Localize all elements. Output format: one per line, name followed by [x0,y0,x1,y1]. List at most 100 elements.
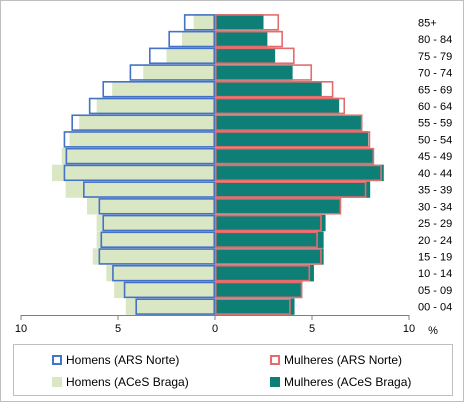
bar-right-fill-80-84 [215,30,268,48]
bar-left-outline-65-69 [102,81,216,98]
bar-right-fill-75-79 [215,47,276,64]
bar-right-fill-25-29 [215,214,326,232]
bar-left-fill-70-74 [143,64,215,81]
bar-right-outline-85+ [214,14,280,31]
category-label: 75 - 79 [418,51,452,63]
bar-left-fill-10-14 [106,265,215,282]
bar-right-fill-30-34 [215,198,342,215]
category-label: 35 - 39 [418,185,452,197]
bar-right-outline-25-29 [214,214,322,232]
bar-right-fill-65-69 [215,81,322,98]
bar-right-outline-45-49 [214,147,375,165]
bar-left-fill-75-79 [166,47,215,64]
bar-left-outline-85+ [183,14,216,31]
category-label: 30 - 34 [418,201,452,213]
category-label: 25 - 29 [418,218,452,230]
bar-left-outline-80-84 [168,30,216,48]
bar-right-fill-20-24 [215,231,324,248]
bar-right-fill-85+ [215,14,264,31]
bar-left-fill-50-54 [69,131,215,148]
bar-left-outline-75-79 [148,47,216,65]
category-label: 85+ [418,17,437,29]
bar-right-fill-70-74 [215,64,293,81]
bar-right-fill-35-39 [215,181,371,198]
bar-left-outline-55-59 [71,114,216,131]
bar-left-fill-30-34 [86,198,216,215]
category-label: 65 - 69 [418,84,452,96]
bar-right-outline-75-79 [214,47,295,65]
bar-left-fill-65-69 [112,81,215,98]
category-label: 40 - 44 [418,168,452,180]
x-tick-label: 5 [115,323,121,335]
category-label: 05 - 09 [418,285,452,297]
bar-right-outline-00-04 [214,298,291,315]
category-label: 00 - 04 [418,302,452,314]
bar-right-fill-10-14 [215,265,314,282]
x-tick-label: 0 [212,323,218,335]
legend-swatch-mulheres-aces [270,377,280,387]
category-label: 55 - 59 [418,118,452,130]
bar-left-fill-55-59 [79,114,215,131]
bar-left-fill-85+ [193,14,215,31]
category-label: 60 - 64 [418,101,452,113]
bar-left-outline-35-39 [83,181,216,198]
bar-right-fill-40-44 [215,164,384,182]
bar-left-outline-40-44 [63,164,216,182]
bar-left-fill-20-24 [96,231,215,248]
category-label: 45 - 49 [418,151,452,163]
bar-right-outline-55-59 [214,114,363,131]
bar-right-outline-35-39 [214,181,367,198]
legend-swatch-mulheres-ars [270,355,280,365]
legend-label-mulheres-aces: Mulheres (ACeS Braga) [284,375,412,389]
bar-left-outline-50-54 [63,131,216,148]
bar-right-fill-50-54 [215,131,369,148]
bar-left-outline-70-74 [129,64,216,81]
bar-left-outline-15-19 [98,248,216,265]
bar-left-outline-45-49 [65,147,216,165]
legend-item-mulheres-ars: Mulheres (ARS Norte) [270,353,402,367]
legend-swatch-homens-aces [52,377,62,387]
bar-right-fill-45-49 [215,147,375,165]
category-label: 20 - 24 [418,235,452,247]
bar-left-outline-30-34 [98,198,216,215]
legend-label-mulheres-ars: Mulheres (ARS Norte) [284,353,403,367]
bar-left-fill-15-19 [92,248,215,265]
legend-item-homens-ars: Homens (ARS Norte) [52,353,179,367]
legend-item-homens-aces: Homens (ACeS Braga) [52,375,189,389]
bar-right-outline-65-69 [214,81,334,98]
x-tick-label: 10 [403,323,415,335]
bar-left-fill-45-49 [61,147,215,165]
legend-label-homens-ars: Homens (ARS Norte) [66,353,180,367]
bar-right-fill-60-64 [215,97,340,115]
bar-left-outline-20-24 [100,231,216,248]
legend-item-mulheres-aces: Mulheres (ACeS Braga) [270,375,411,389]
bar-right-fill-15-19 [215,248,324,265]
bar-right-outline-60-64 [214,97,346,115]
bar-right-outline-40-44 [214,164,382,182]
bar-left-fill-80-84 [182,30,215,48]
chart-legend: Homens (ARS Norte) Mulheres (ARS Norte) … [13,344,453,396]
legend-swatch-homens-ars [52,355,62,365]
bar-right-fill-55-59 [215,114,363,131]
bar-left-fill-25-29 [96,214,215,232]
bar-right-outline-05-09 [214,281,303,299]
category-label: 70 - 74 [418,68,452,80]
x-axis-unit: % [428,325,438,337]
bar-left-fill-00-04 [125,298,215,315]
category-label: 50 - 54 [418,134,452,146]
category-label: 15 - 19 [418,251,452,263]
bar-right-outline-10-14 [214,264,311,282]
bar-left-outline-00-04 [135,298,216,315]
bar-left-fill-05-09 [114,281,215,299]
bar-left-outline-05-09 [123,281,216,299]
bar-left-outline-10-14 [112,264,216,282]
category-label: 80 - 84 [418,34,452,46]
x-tick-label: 5 [309,323,315,335]
bar-left-fill-60-64 [96,97,215,115]
bar-right-outline-70-74 [214,64,313,81]
bar-left-fill-35-39 [65,181,216,198]
bar-right-outline-50-54 [214,131,371,148]
bar-left-outline-25-29 [102,214,216,232]
bar-right-fill-05-09 [215,281,303,299]
